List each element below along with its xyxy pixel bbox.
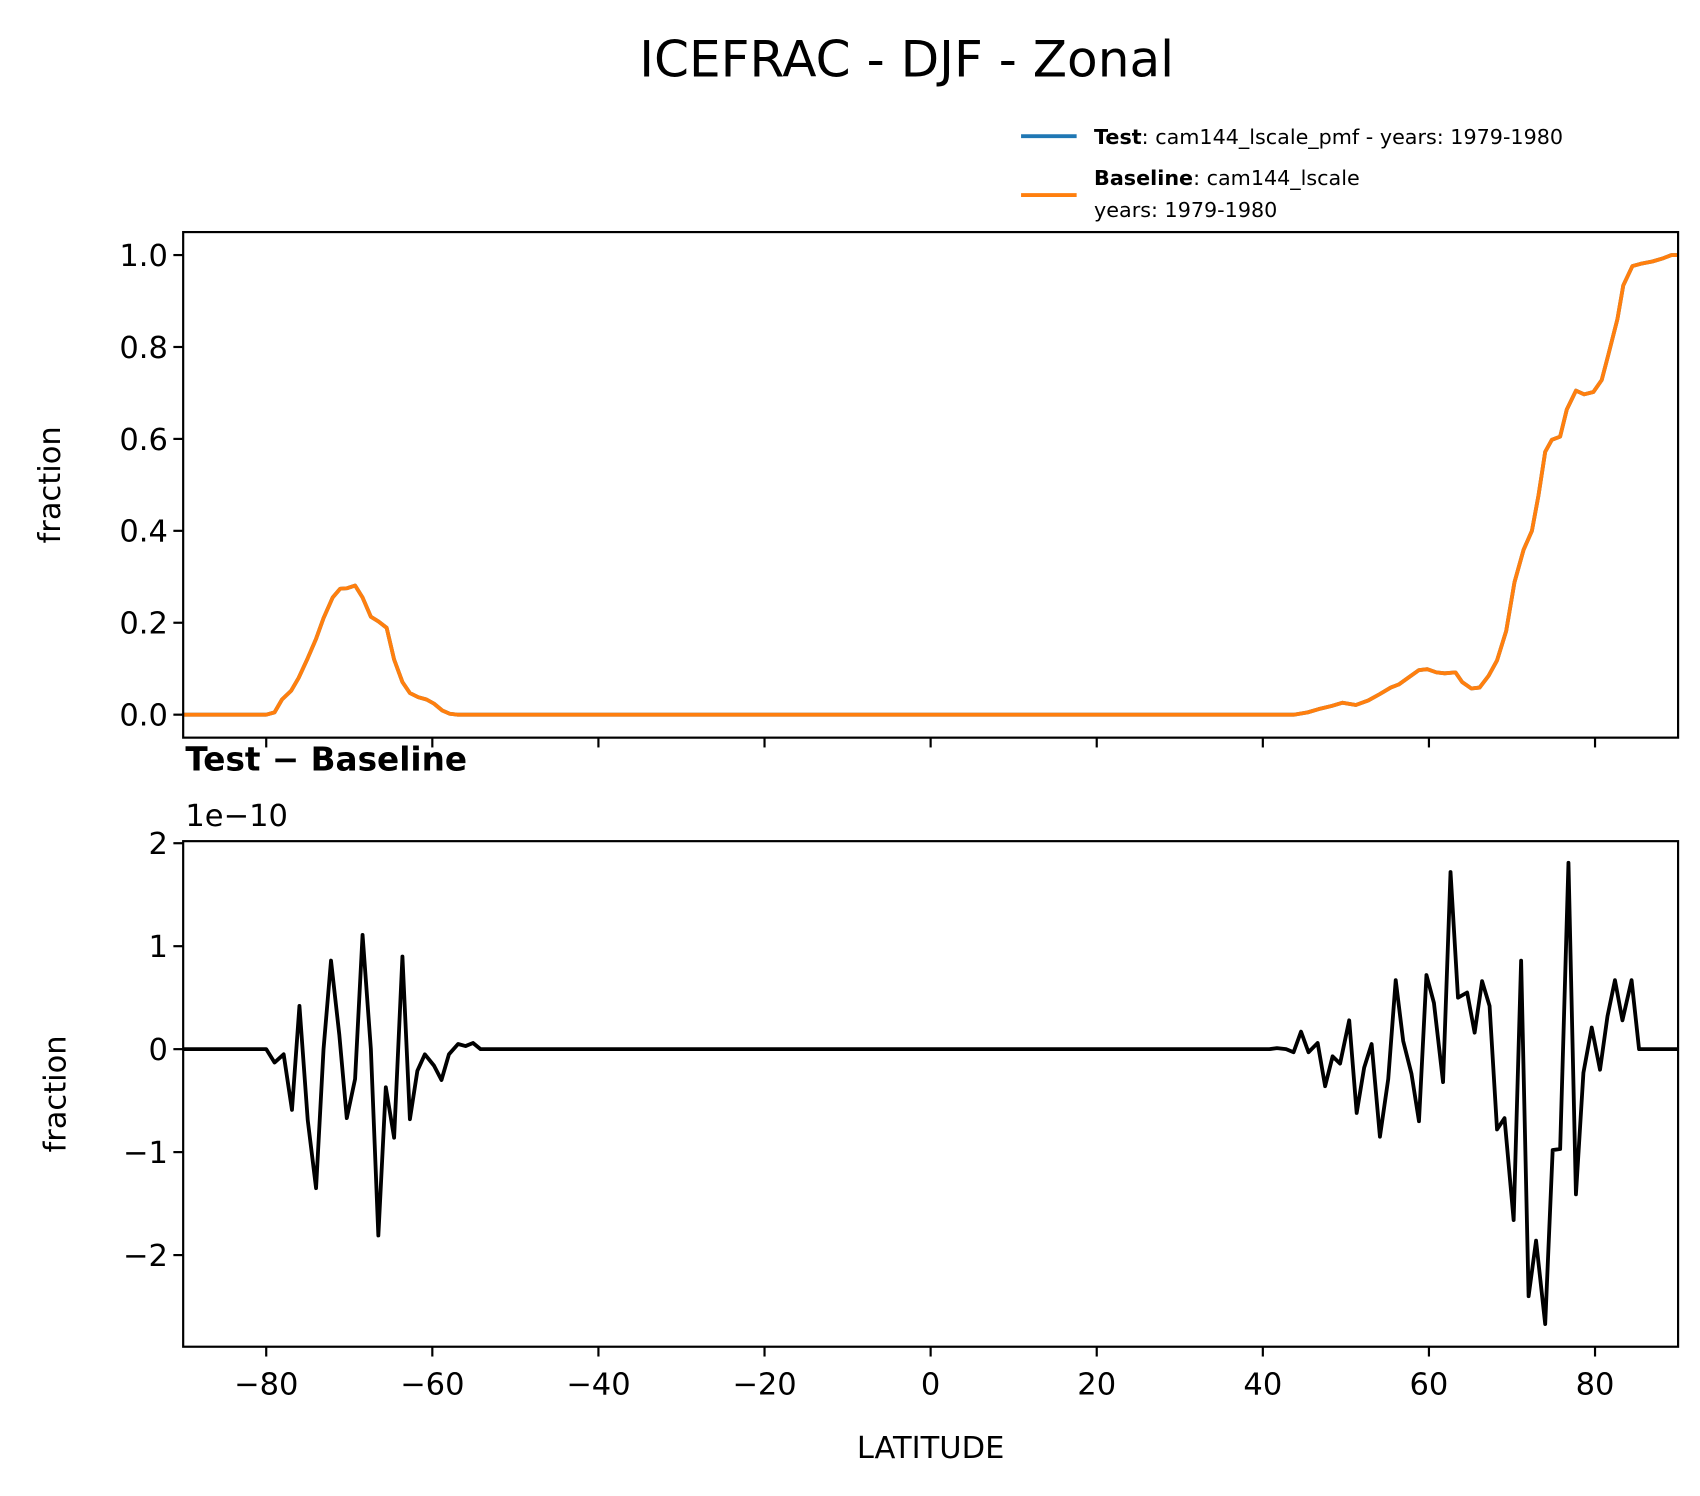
y-tick-label: 0.2 xyxy=(119,607,168,642)
y-tick-label: 0.8 xyxy=(119,331,168,366)
x-tick-label: −20 xyxy=(732,1368,796,1403)
legend-label-bold: Test xyxy=(1094,125,1142,149)
x-tick-label: 80 xyxy=(1576,1368,1615,1403)
data-line xyxy=(183,860,1679,1326)
y-axis-label: fraction xyxy=(33,426,68,543)
y-tick-label: −2 xyxy=(123,1239,168,1274)
x-tick-label: 40 xyxy=(1243,1368,1282,1403)
x-tick-label: −80 xyxy=(234,1368,298,1403)
panel-title: Test − Baseline xyxy=(185,740,467,778)
legend-label-rest: : cam144_lscale xyxy=(1193,166,1360,191)
legend-label-line: years: 1979-1980 xyxy=(1094,198,1277,222)
y-tick-label: −1 xyxy=(123,1136,168,1171)
y-tick-label: 2 xyxy=(149,827,168,862)
x-tick-label: −60 xyxy=(400,1368,464,1403)
y-tick-label: 0.6 xyxy=(119,423,168,458)
legend-label-bold: Baseline xyxy=(1094,166,1193,190)
figure-title: ICEFRAC - DJF - Zonal xyxy=(639,29,1174,88)
y-tick-label: 0.4 xyxy=(119,515,168,550)
legend-label: Baseline: cam144_lscale years: 1979-1980 xyxy=(1094,166,1360,222)
legend-label-rest: : cam144_lscale_pmf - years: 1979-1980 xyxy=(1142,125,1563,150)
x-tick-label: 0 xyxy=(921,1368,940,1403)
x-tick-label: 60 xyxy=(1410,1368,1449,1403)
y-axis-label: fraction xyxy=(38,1035,73,1152)
x-axis-label: LATITUDE xyxy=(857,1431,1005,1466)
x-tick-label: −40 xyxy=(566,1368,630,1403)
data-line xyxy=(183,253,1679,717)
x-tick-label: 20 xyxy=(1077,1368,1116,1403)
offset-text: 1e−10 xyxy=(185,799,288,834)
legend-label: Test: cam144_lscale_pmf - years: 1979-19… xyxy=(1094,125,1563,150)
y-tick-label: 0.0 xyxy=(119,699,168,734)
y-tick-label: 1.0 xyxy=(119,239,168,274)
y-tick-label: 0 xyxy=(149,1033,168,1068)
y-tick-label: 1 xyxy=(149,930,168,965)
